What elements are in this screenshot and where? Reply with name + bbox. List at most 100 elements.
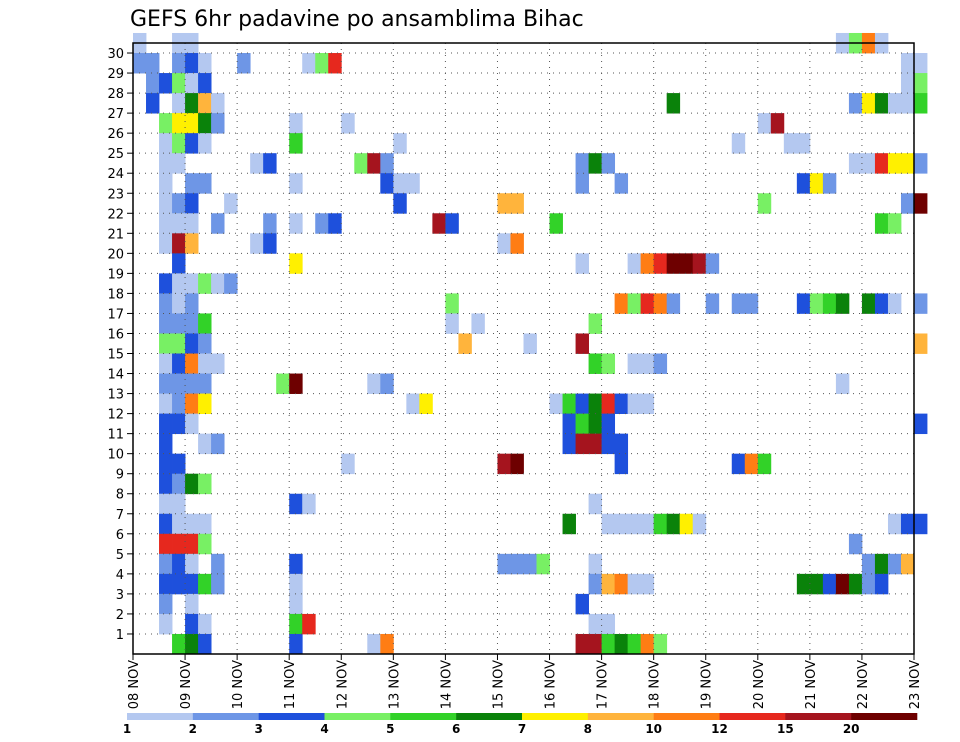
heatmap-cell: [159, 393, 173, 414]
heatmap-cell: [914, 293, 928, 314]
colorbar-swatch: [456, 713, 523, 720]
y-tick-label: 22: [107, 207, 124, 222]
heatmap-cell: [640, 293, 655, 314]
heatmap-cell: [601, 413, 616, 435]
heatmap-cell: [874, 573, 889, 595]
heatmap-cell: [861, 93, 876, 114]
heatmap-cell: [900, 553, 915, 575]
y-tick-label: 1: [116, 628, 124, 643]
heatmap-cell: [601, 573, 616, 595]
heatmap-cell: [198, 513, 212, 535]
y-tick-label: 30: [107, 47, 124, 62]
heatmap-cell: [796, 173, 811, 194]
heatmap-cell: [289, 133, 303, 154]
heatmap-cell: [432, 213, 446, 234]
heatmap-cell: [822, 573, 837, 595]
heatmap-cell: [367, 373, 381, 394]
y-tick-label: 26: [107, 127, 124, 142]
heatmap-cell: [172, 533, 186, 555]
heatmap-cell: [666, 253, 681, 274]
heatmap-cell: [809, 573, 824, 595]
heatmap-cell: [276, 373, 290, 394]
heatmap-cell: [172, 133, 186, 154]
heatmap-cell: [614, 633, 629, 655]
heatmap-cell: [263, 233, 277, 254]
heatmap-cell: [601, 393, 616, 414]
heatmap-cell: [302, 53, 316, 74]
heatmap-cell: [588, 433, 602, 455]
heatmap-cell: [744, 293, 759, 314]
heatmap-cell: [185, 53, 199, 74]
x-tick-label: 15 NOV: [491, 660, 506, 709]
heatmap-cell: [185, 393, 199, 414]
heatmap-cell: [510, 193, 524, 214]
heatmap-cell: [900, 73, 915, 94]
heatmap-cell: [185, 473, 199, 495]
heatmap-cell: [822, 173, 837, 194]
heatmap-cell: [289, 553, 303, 575]
heatmap-cell: [185, 553, 199, 575]
heatmap-cell: [666, 293, 681, 314]
heatmap-cell: [588, 633, 602, 655]
heatmap-cell: [523, 333, 537, 354]
heatmap-cell: [640, 513, 655, 535]
heatmap-cell: [497, 233, 511, 254]
y-tick-label: 21: [107, 227, 124, 242]
heatmap-cell: [198, 393, 212, 414]
y-tick-label: 18: [107, 287, 124, 302]
heatmap-cell: [510, 553, 524, 575]
heatmap-cell: [198, 353, 212, 374]
heatmap-cell: [185, 213, 199, 234]
y-tick-label: 17: [107, 307, 124, 322]
heatmap-cell: [887, 513, 902, 535]
heatmap-cell: [914, 93, 928, 114]
heatmap-cell: [562, 433, 576, 455]
heatmap-cell: [185, 573, 199, 595]
heatmap-cell: [575, 593, 589, 615]
y-tick-label: 27: [107, 107, 124, 122]
colorbar-label: 8: [584, 722, 592, 736]
y-tick-label: 29: [107, 67, 124, 82]
heatmap-cell: [874, 93, 889, 114]
heatmap-cell: [575, 173, 589, 194]
colorbar-swatch: [653, 713, 720, 720]
heatmap-cell: [198, 313, 212, 334]
heatmap-cell: [653, 353, 668, 374]
heatmap-cell: [159, 353, 173, 374]
x-tick-label: 16 NOV: [544, 660, 559, 709]
heatmap-cell: [887, 293, 902, 314]
heatmap-cell: [666, 513, 681, 535]
heatmap-cell: [211, 273, 225, 294]
heatmap-cell: [289, 373, 303, 394]
heatmap-cell: [705, 293, 720, 314]
heatmap-cell: [614, 393, 629, 414]
heatmap-cell: [289, 113, 303, 134]
heatmap-cell: [159, 533, 173, 555]
x-tick-label: 22 NOV: [856, 660, 871, 709]
heatmap-cell: [562, 393, 576, 414]
heatmap-cell: [185, 193, 199, 214]
heatmap-cell: [731, 453, 746, 475]
heatmap-cell: [757, 113, 772, 134]
y-tick-label: 12: [107, 408, 124, 423]
heatmap-cell: [510, 453, 524, 475]
colorbar-swatch: [390, 713, 457, 720]
heatmap-cell: [198, 53, 212, 74]
heatmap-cell: [172, 213, 186, 234]
heatmap-cell: [159, 73, 173, 94]
heatmap-cell: [380, 373, 394, 394]
heatmap-cell: [198, 613, 212, 635]
y-tick-label: 20: [107, 247, 124, 262]
heatmap-cell: [653, 293, 668, 314]
heatmap-cell: [614, 433, 629, 455]
heatmap-cell: [185, 613, 199, 635]
heatmap-cell: [133, 53, 147, 74]
heatmap-cell: [796, 293, 811, 314]
heatmap-cell: [796, 573, 811, 595]
colorbar-swatch: [127, 713, 194, 720]
heatmap-cell: [198, 73, 212, 94]
heatmap-cell: [159, 113, 173, 134]
heatmap-cell: [185, 513, 199, 535]
heatmap-cell: [211, 353, 225, 374]
heatmap-cell: [172, 73, 186, 94]
